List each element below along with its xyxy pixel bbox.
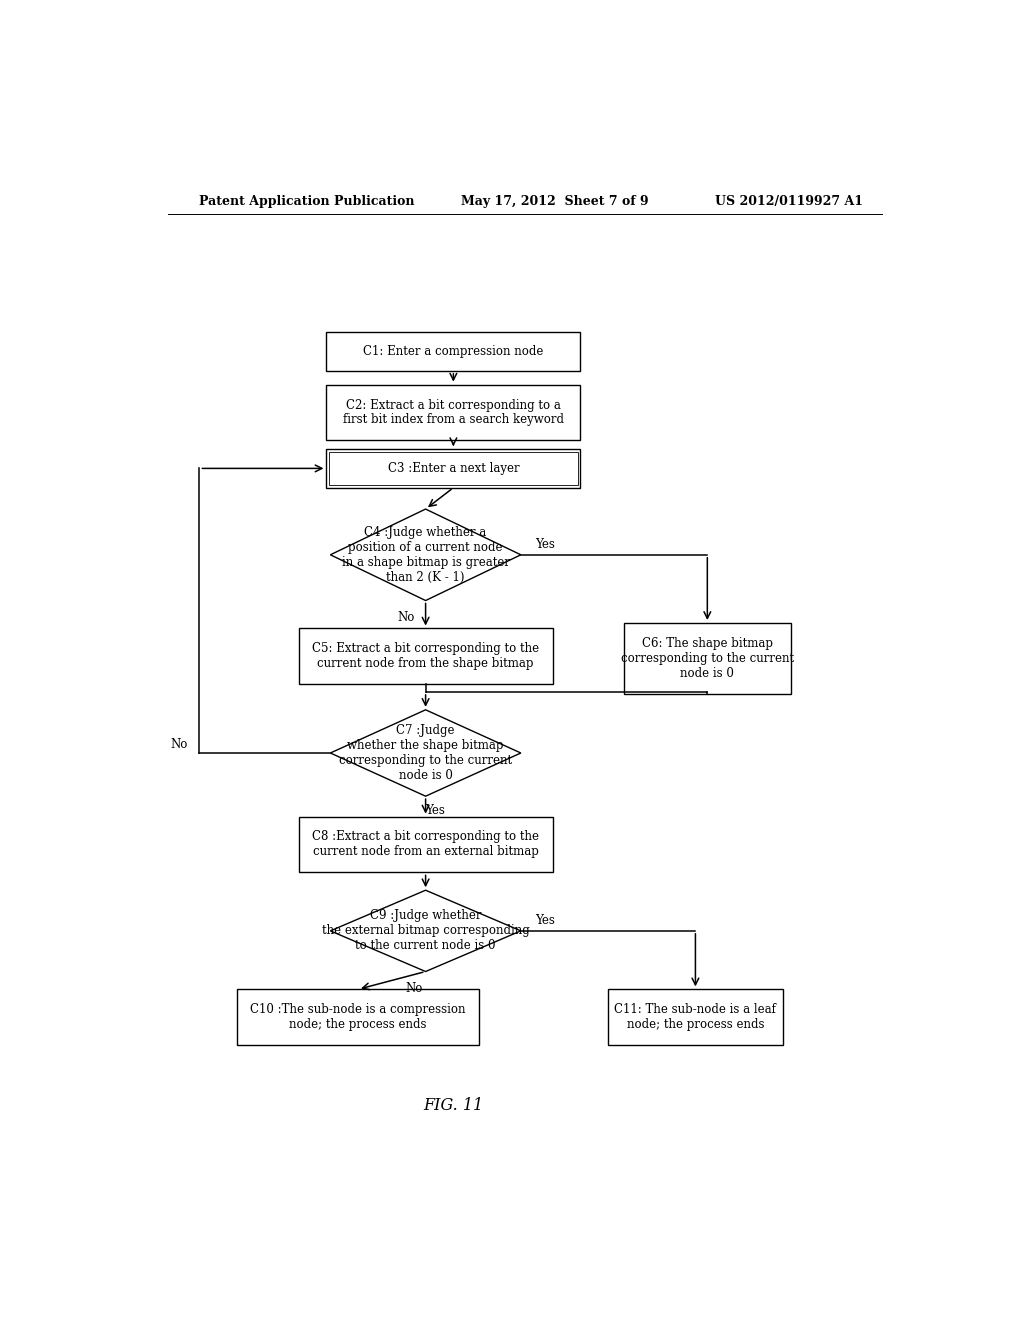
Text: Yes: Yes bbox=[425, 804, 445, 817]
FancyBboxPatch shape bbox=[624, 623, 791, 694]
Text: May 17, 2012  Sheet 7 of 9: May 17, 2012 Sheet 7 of 9 bbox=[461, 194, 649, 207]
FancyBboxPatch shape bbox=[299, 817, 553, 873]
FancyBboxPatch shape bbox=[327, 333, 581, 371]
FancyBboxPatch shape bbox=[327, 384, 581, 441]
Text: C7 :Judge
whether the shape bitmap
corresponding to the current
node is 0: C7 :Judge whether the shape bitmap corre… bbox=[339, 723, 512, 781]
FancyBboxPatch shape bbox=[327, 449, 581, 487]
Text: C3 :Enter a next layer: C3 :Enter a next layer bbox=[387, 462, 519, 475]
Text: Yes: Yes bbox=[536, 915, 555, 927]
Text: C5: Extract a bit corresponding to the
current node from the shape bitmap: C5: Extract a bit corresponding to the c… bbox=[312, 643, 540, 671]
Text: C6: The shape bitmap
corresponding to the current
node is 0: C6: The shape bitmap corresponding to th… bbox=[621, 638, 794, 680]
Text: C10 :The sub-node is a compression
node; the process ends: C10 :The sub-node is a compression node;… bbox=[251, 1003, 466, 1031]
Polygon shape bbox=[331, 890, 521, 972]
Polygon shape bbox=[331, 710, 521, 796]
Text: C11: The sub-node is a leaf
node; the process ends: C11: The sub-node is a leaf node; the pr… bbox=[614, 1003, 776, 1031]
Text: FIG. 11: FIG. 11 bbox=[423, 1097, 483, 1114]
Text: C8 :Extract a bit corresponding to the
current node from an external bitmap: C8 :Extract a bit corresponding to the c… bbox=[312, 830, 539, 858]
Text: C4 :Judge whether a
position of a current node
in a shape bitmap is greater
than: C4 :Judge whether a position of a curren… bbox=[342, 525, 510, 583]
Text: Yes: Yes bbox=[536, 539, 555, 552]
Text: No: No bbox=[397, 611, 415, 623]
Text: No: No bbox=[406, 982, 422, 995]
Text: No: No bbox=[170, 738, 187, 751]
Text: C2: Extract a bit corresponding to a
first bit index from a search keyword: C2: Extract a bit corresponding to a fir… bbox=[343, 399, 564, 426]
Polygon shape bbox=[331, 510, 521, 601]
Text: US 2012/0119927 A1: US 2012/0119927 A1 bbox=[715, 194, 863, 207]
FancyBboxPatch shape bbox=[299, 628, 553, 684]
Text: C9 :Judge whether
the external bitmap corresponding
to the current node is 0: C9 :Judge whether the external bitmap co… bbox=[322, 909, 529, 952]
FancyBboxPatch shape bbox=[608, 989, 782, 1045]
FancyBboxPatch shape bbox=[238, 989, 479, 1045]
Text: Patent Application Publication: Patent Application Publication bbox=[200, 194, 415, 207]
Text: C1: Enter a compression node: C1: Enter a compression node bbox=[364, 345, 544, 358]
FancyBboxPatch shape bbox=[329, 453, 578, 484]
